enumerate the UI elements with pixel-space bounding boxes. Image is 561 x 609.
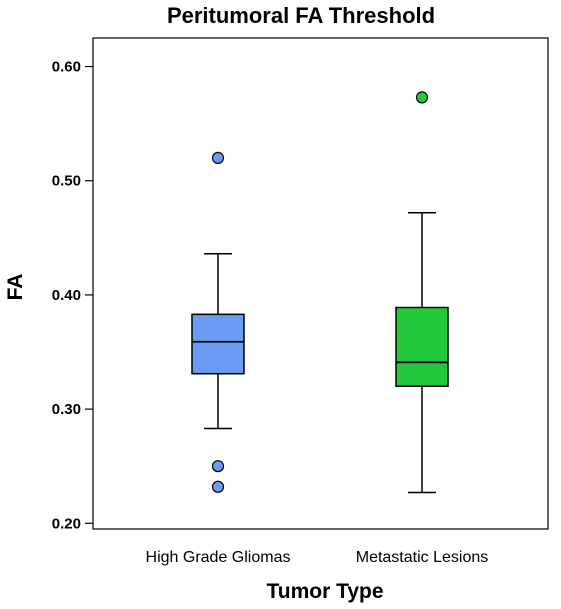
box-group-1 — [395, 91, 449, 494]
outlier-point — [415, 91, 429, 104]
chart-title: Peritumoral FA Threshold — [167, 3, 435, 28]
outlier-point — [211, 480, 225, 493]
box-series — [191, 91, 449, 494]
x-axis-category-labels: High Grade Gliomas Metastatic Lesions — [146, 549, 489, 566]
box-group-0 — [191, 151, 245, 493]
x-category-label: High Grade Gliomas — [146, 549, 291, 566]
y-tick-label: 0.40 — [52, 287, 81, 304]
y-tick-label: 0.30 — [52, 401, 81, 418]
box-iqr — [395, 306, 449, 388]
outlier-point — [211, 460, 225, 473]
x-category-label: Metastatic Lesions — [356, 549, 489, 566]
outlier-point — [211, 151, 225, 164]
x-axis-label: Tumor Type — [266, 580, 383, 603]
y-tick-label: 0.50 — [52, 173, 81, 190]
y-axis-ticks: 0.20 0.30 0.40 0.50 0.60 — [52, 59, 93, 532]
plot-area-frame — [92, 37, 549, 530]
y-tick-label: 0.60 — [52, 59, 81, 76]
y-tick-label: 0.20 — [52, 515, 81, 532]
y-axis-label: FA — [4, 274, 27, 301]
box-iqr — [191, 313, 245, 375]
